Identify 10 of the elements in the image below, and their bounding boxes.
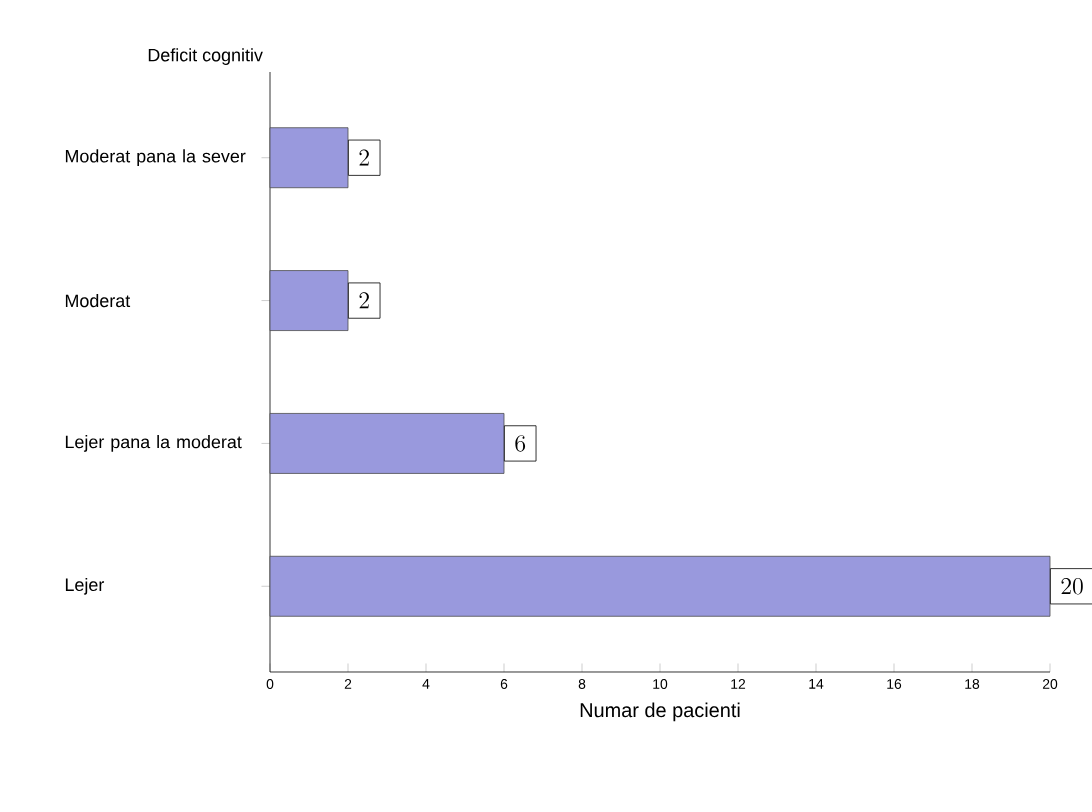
data-label: 6 xyxy=(515,435,526,452)
y-tick-label: Moderat xyxy=(65,293,131,308)
data-label: 2 xyxy=(359,149,369,166)
data-label: 20 xyxy=(1061,578,1083,595)
y-axis-title: Deficit cognitiv xyxy=(148,48,263,65)
y-tick-label: Moderat pana la sever xyxy=(65,149,246,167)
x-axis-title: Numar de pacienti xyxy=(580,702,740,722)
y-tick-label: Lejer xyxy=(65,577,105,595)
data-label: 2 xyxy=(359,292,369,309)
y-tick-label: Lejer pana la moderat xyxy=(65,435,242,452)
